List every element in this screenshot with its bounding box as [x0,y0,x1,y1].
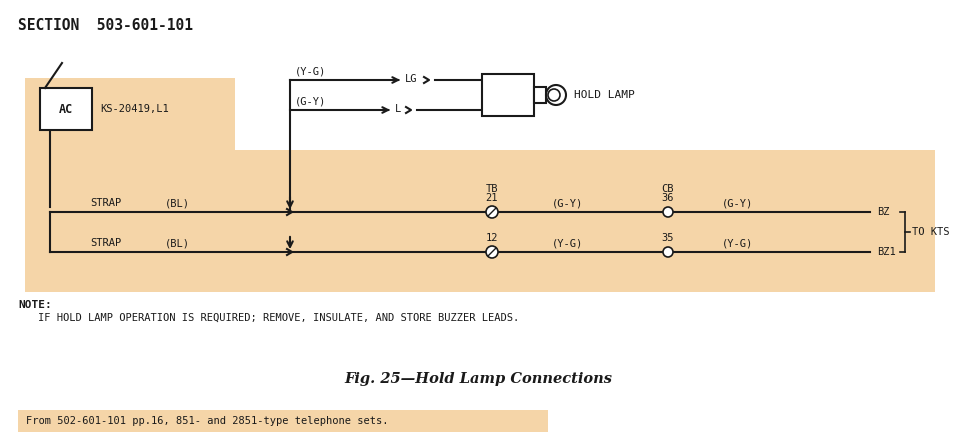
Text: HOLD LAMP: HOLD LAMP [574,90,634,100]
Text: 36: 36 [661,193,675,203]
Text: 35: 35 [661,233,675,243]
Text: TO KTS: TO KTS [912,227,949,237]
Text: (BL): (BL) [165,238,190,248]
Text: Fig. 25—Hold Lamp Connections: Fig. 25—Hold Lamp Connections [344,372,612,386]
Text: (G-Y): (G-Y) [723,198,753,208]
Text: IF HOLD LAMP OPERATION IS REQUIRED; REMOVE, INSULATE, AND STORE BUZZER LEADS.: IF HOLD LAMP OPERATION IS REQUIRED; REMO… [38,313,520,323]
Text: BZ1: BZ1 [877,247,896,257]
Text: CB: CB [661,184,675,194]
Text: AC: AC [59,103,73,116]
Text: (Y-G): (Y-G) [551,238,583,248]
Text: STRAP: STRAP [90,238,122,248]
Text: KS-20419,L1: KS-20419,L1 [100,104,168,114]
Text: LG: LG [405,74,417,84]
Text: BZ: BZ [877,207,889,217]
Bar [482,74,534,116]
Bar [25,150,935,292]
Text: (G-Y): (G-Y) [295,96,326,106]
Text: (Y-G): (Y-G) [723,238,753,248]
Text: TB: TB [486,184,499,194]
Text: (G-Y): (G-Y) [551,198,583,208]
Text: 12: 12 [486,233,499,243]
Text: L: L [395,104,401,114]
Bar [40,88,92,130]
Circle shape [546,85,566,105]
Bar [534,87,546,103]
Text: STRAP: STRAP [90,198,122,208]
Text: SECTION  503-601-101: SECTION 503-601-101 [18,18,193,33]
Circle shape [663,207,673,217]
Text: 21: 21 [486,193,499,203]
Text: (Y-G): (Y-G) [295,66,326,76]
Circle shape [486,206,498,218]
Circle shape [486,246,498,258]
Text: From 502-601-101 pp.16, 851- and 2851-type telephone sets.: From 502-601-101 pp.16, 851- and 2851-ty… [26,416,389,426]
Text: (BL): (BL) [165,198,190,208]
Circle shape [663,247,673,257]
Bar [18,410,548,432]
Bar [25,78,235,150]
Text: NOTE:: NOTE: [18,300,52,310]
